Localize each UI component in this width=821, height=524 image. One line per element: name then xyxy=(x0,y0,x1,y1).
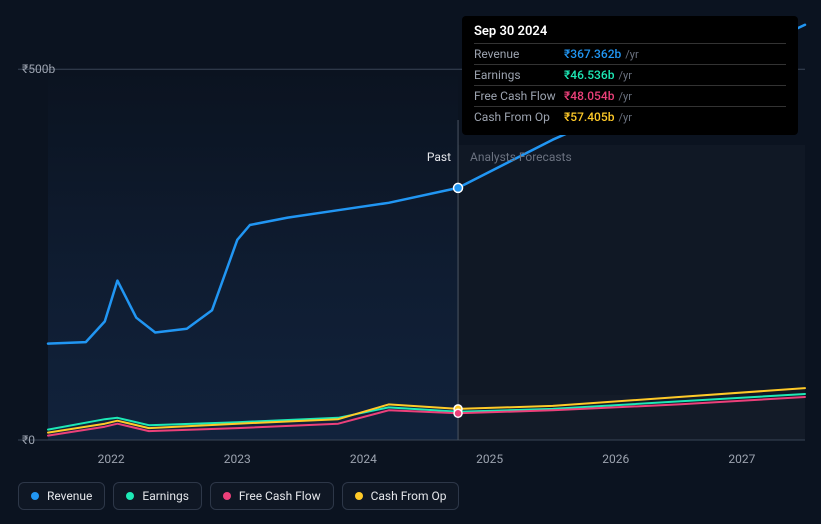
legend-dot-icon xyxy=(223,492,231,500)
x-tick-2022: 2022 xyxy=(98,452,125,466)
hover-tooltip: Sep 30 2024 Revenue₹367.362b/yrEarnings₹… xyxy=(462,16,798,135)
tooltip-unit: /yr xyxy=(618,69,631,82)
hover-marker-revenue xyxy=(454,183,463,192)
legend-item-free_cash_flow[interactable]: Free Cash Flow xyxy=(210,482,334,510)
tooltip-label: Revenue xyxy=(474,47,564,61)
x-tick-2024: 2024 xyxy=(350,452,377,466)
tooltip-row-cash-from-op: Cash From Op₹57.405b/yr xyxy=(474,106,786,127)
legend-item-earnings[interactable]: Earnings xyxy=(113,482,202,510)
tooltip-row-earnings: Earnings₹46.536b/yr xyxy=(474,64,786,85)
hover-marker-free_cash_flow xyxy=(454,409,462,417)
legend-item-cash_from_op[interactable]: Cash From Op xyxy=(342,482,460,510)
y-tick-0: ₹0 xyxy=(22,433,35,447)
legend-item-revenue[interactable]: Revenue xyxy=(18,482,105,510)
tooltip-row-revenue: Revenue₹367.362b/yr xyxy=(474,43,786,64)
x-tick-2025: 2025 xyxy=(476,452,503,466)
legend-label: Revenue xyxy=(47,489,92,503)
tooltip-label: Cash From Op xyxy=(474,110,564,124)
legend-dot-icon xyxy=(31,492,39,500)
tooltip-value: ₹48.054b xyxy=(564,89,614,103)
legend-dot-icon xyxy=(355,492,363,500)
tooltip-unit: /yr xyxy=(618,111,631,124)
tooltip-value: ₹57.405b xyxy=(564,110,614,124)
legend-label: Cash From Op xyxy=(371,489,447,503)
tooltip-row-free-cash-flow: Free Cash Flow₹48.054b/yr xyxy=(474,85,786,106)
tooltip-value: ₹367.362b xyxy=(564,47,621,61)
x-tick-2027: 2027 xyxy=(728,452,755,466)
tooltip-label: Free Cash Flow xyxy=(474,89,564,103)
section-label-past: Past xyxy=(427,150,451,164)
x-tick-2026: 2026 xyxy=(602,452,629,466)
legend: Revenue Earnings Free Cash Flow Cash From O… xyxy=(18,482,459,510)
tooltip-date: Sep 30 2024 xyxy=(474,24,786,39)
legend-label: Earnings xyxy=(142,489,189,503)
x-tick-2023: 2023 xyxy=(224,452,251,466)
tooltip-unit: /yr xyxy=(625,48,638,61)
tooltip-value: ₹46.536b xyxy=(564,68,614,82)
tooltip-unit: /yr xyxy=(618,90,631,103)
legend-dot-icon xyxy=(126,492,134,500)
section-label-future: Analysts Forecasts xyxy=(470,150,572,164)
y-tick-1: ₹500b xyxy=(22,62,55,76)
tooltip-label: Earnings xyxy=(474,68,564,82)
legend-label: Free Cash Flow xyxy=(239,489,321,503)
